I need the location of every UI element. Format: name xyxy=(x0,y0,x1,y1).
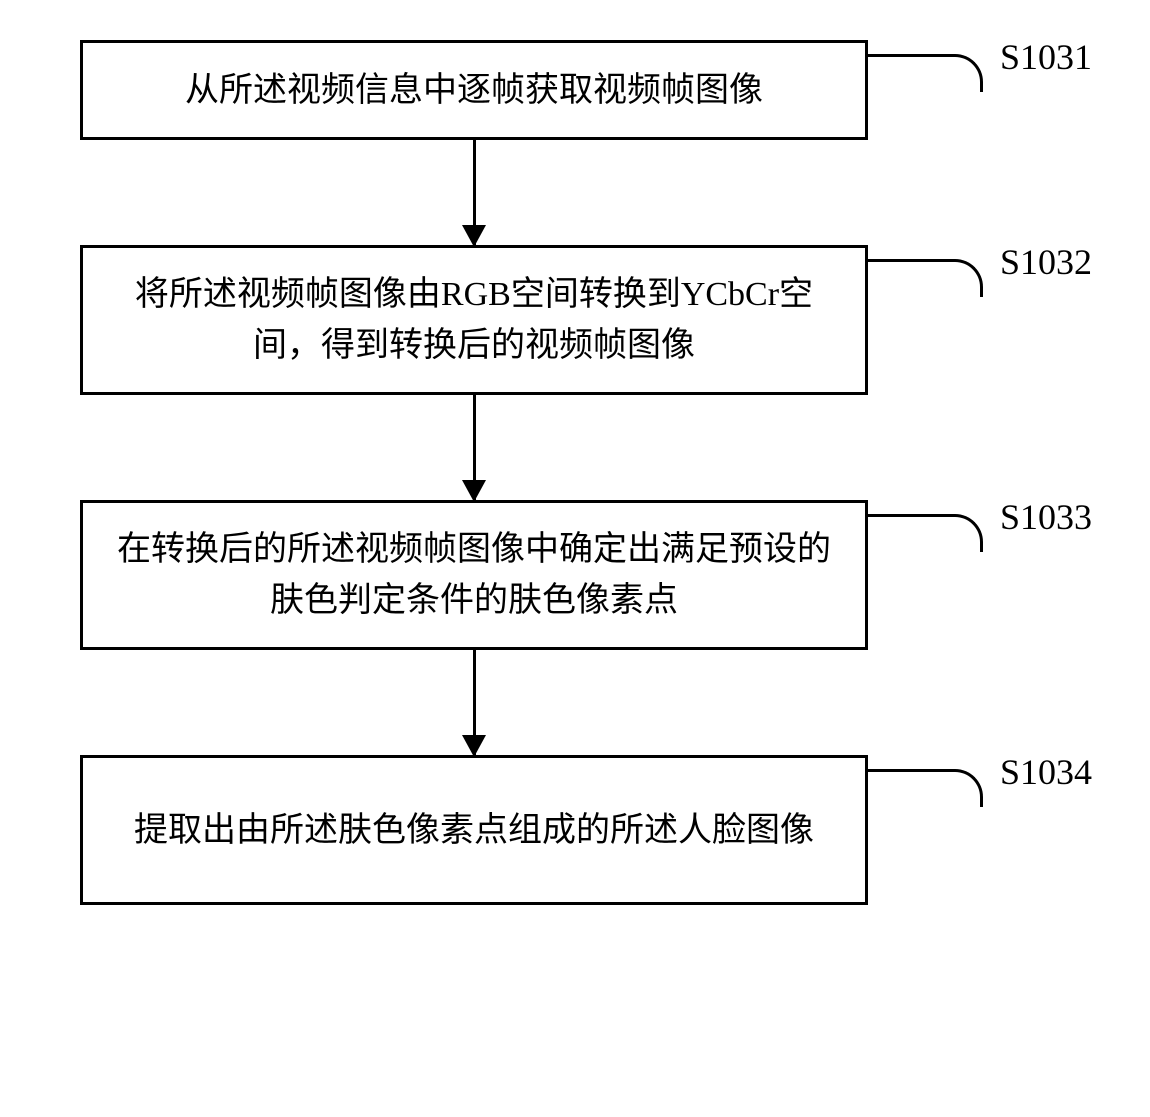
arrow-1 xyxy=(473,140,476,245)
flowchart-step-2: 将所述视频帧图像由RGB空间转换到YCbCr空间，得到转换后的视频帧图像 xyxy=(80,245,868,395)
connector-2 xyxy=(868,259,983,297)
step-label-1: S1031 xyxy=(1000,36,1092,78)
arrow-container-3 xyxy=(80,650,868,755)
flowchart-step-3: 在转换后的所述视频帧图像中确定出满足预设的肤色判定条件的肤色像素点 xyxy=(80,500,868,650)
step-2-text: 将所述视频帧图像由RGB空间转换到YCbCr空间，得到转换后的视频帧图像 xyxy=(113,269,835,371)
arrow-3 xyxy=(473,650,476,755)
step-label-2: S1032 xyxy=(1000,241,1092,283)
flowchart-step-4: 提取出由所述肤色像素点组成的所述人脸图像 xyxy=(80,755,868,905)
connector-4 xyxy=(868,769,983,807)
step-1-text: 从所述视频信息中逐帧获取视频帧图像 xyxy=(185,65,763,116)
flowchart-step-1: 从所述视频信息中逐帧获取视频帧图像 xyxy=(80,40,868,140)
step-label-3: S1033 xyxy=(1000,496,1092,538)
arrow-container-2 xyxy=(80,395,868,500)
step-4-text: 提取出由所述肤色像素点组成的所述人脸图像 xyxy=(134,805,814,856)
connector-1 xyxy=(868,54,983,92)
connector-3 xyxy=(868,514,983,552)
step-label-4: S1034 xyxy=(1000,751,1092,793)
arrow-2 xyxy=(473,395,476,500)
arrow-container-1 xyxy=(80,140,868,245)
step-3-text: 在转换后的所述视频帧图像中确定出满足预设的肤色判定条件的肤色像素点 xyxy=(113,524,835,626)
flowchart-container: 从所述视频信息中逐帧获取视频帧图像 S1031 将所述视频帧图像由RGB空间转换… xyxy=(80,40,1070,905)
